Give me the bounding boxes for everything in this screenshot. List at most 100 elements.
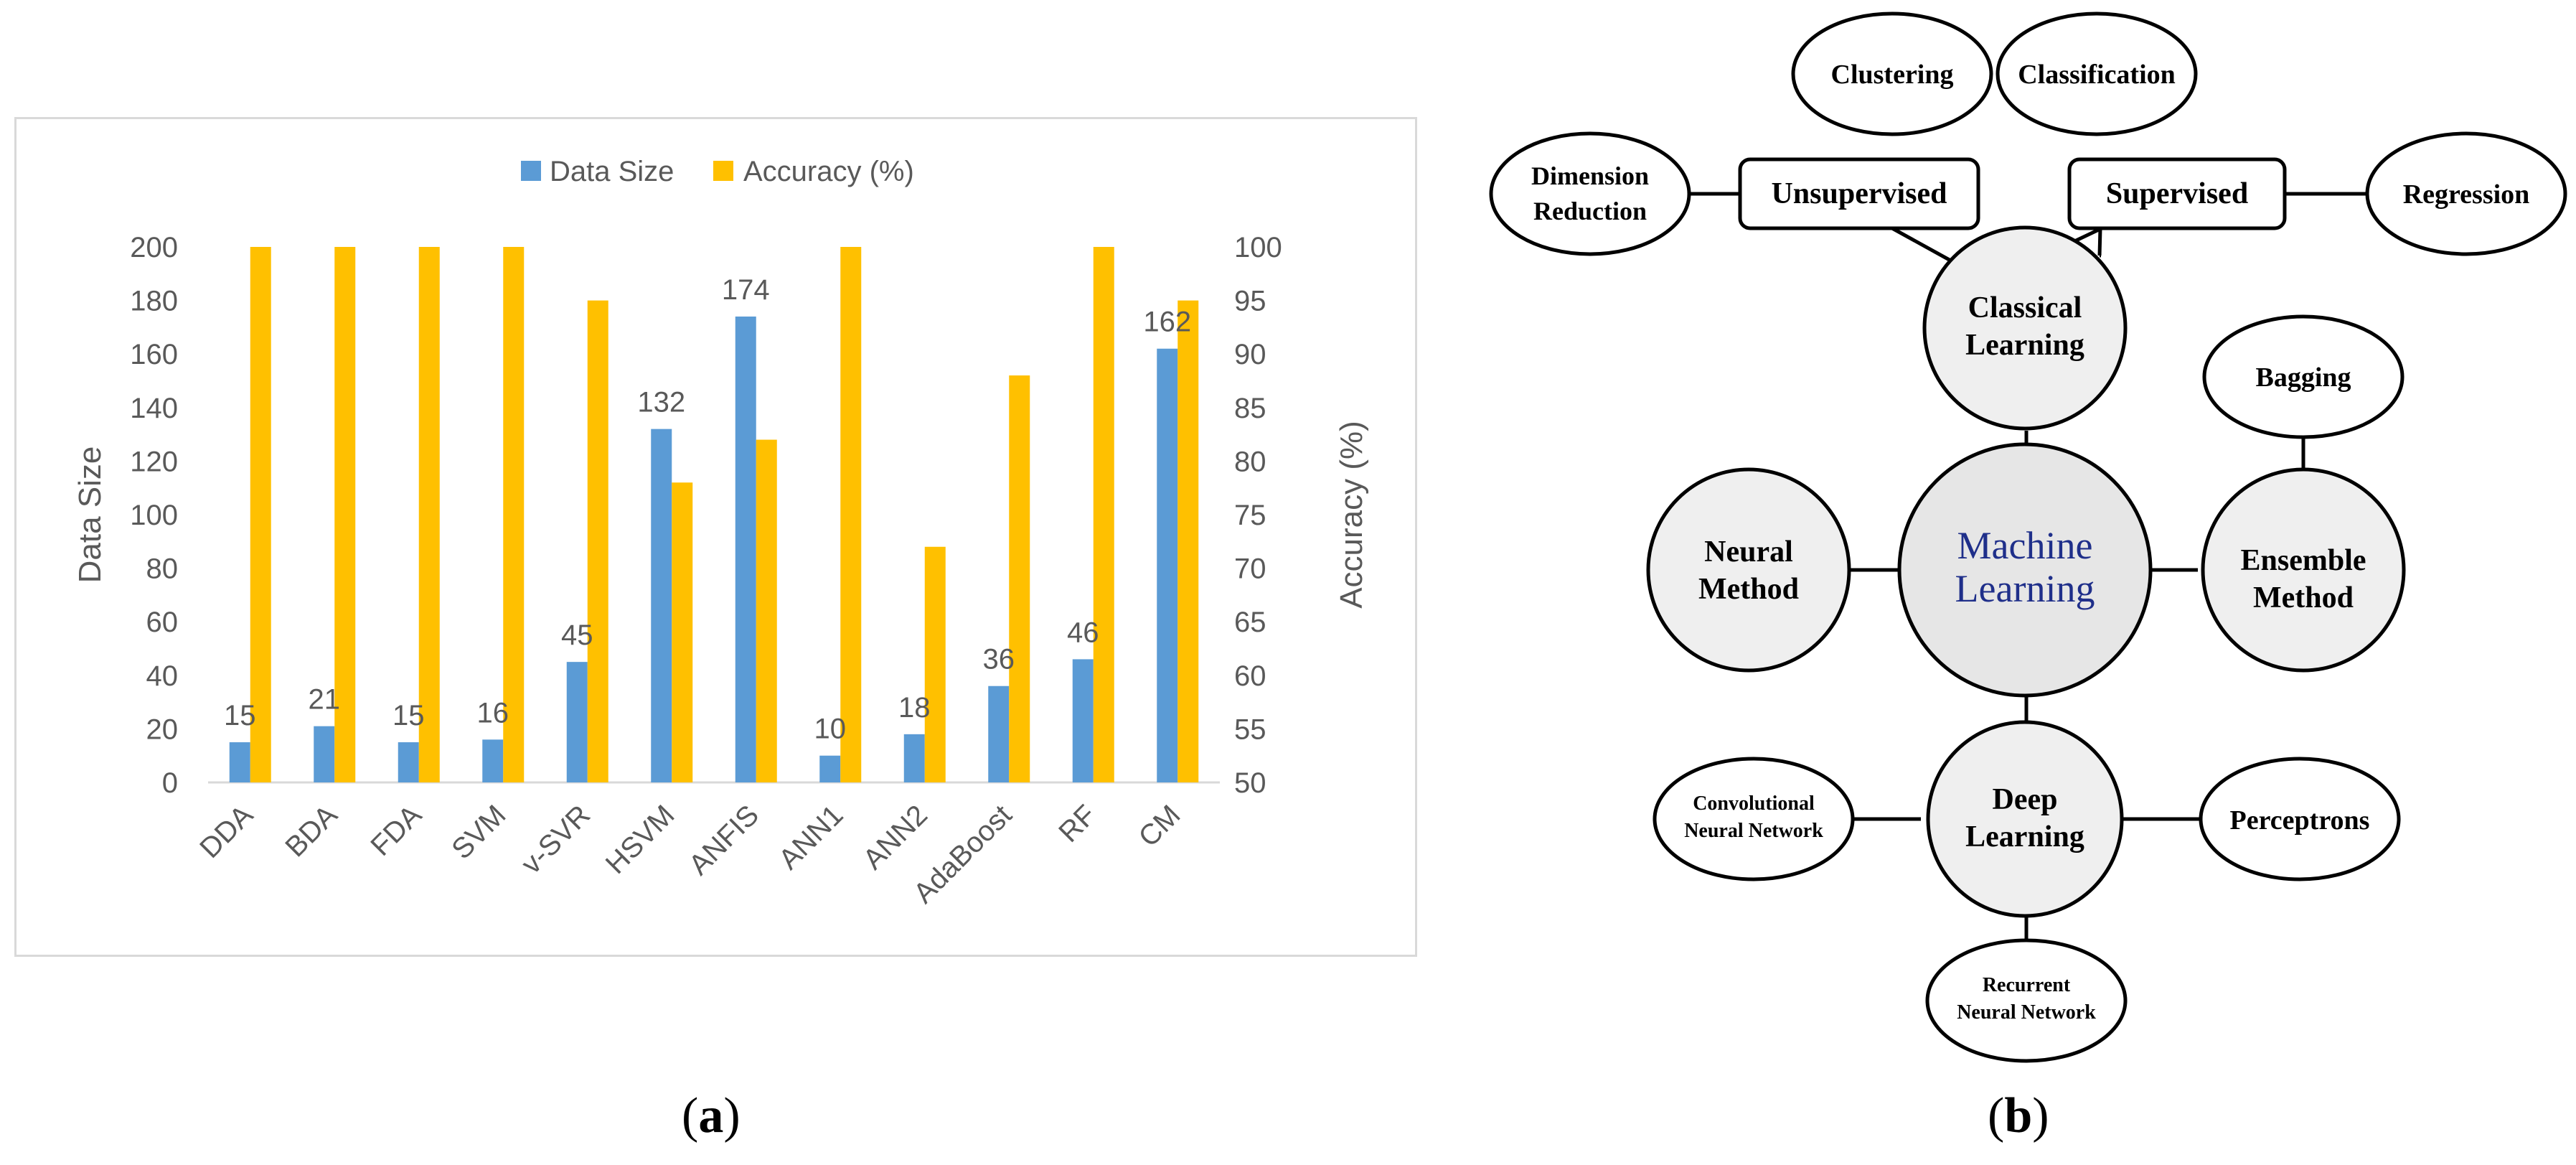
bar-data-size [735,316,756,783]
y2-tick-label: 55 [1234,713,1266,745]
bar-data-size [988,686,1010,782]
data-label: 132 [637,387,685,418]
data-label: 18 [898,692,931,724]
legend-label-accuracy: Accuracy (%) [743,156,914,187]
bar-data-size [1157,348,1178,782]
node-ensemble-label-2: Method [2253,581,2354,614]
y-axis-title: Data Size [72,446,108,584]
node-deep-label-2: Learning [1965,820,2084,853]
bar-data-size [819,755,841,782]
node-rnn: Recurrent Neural Network [1925,938,2128,1063]
y-tick-label: 160 [130,339,178,370]
node-regression: Regression [2365,131,2567,256]
node-cnn: Convolutional Neural Network [1653,757,1855,881]
node-perceptrons: Perceptrons [2199,757,2401,881]
bar-data-size [566,662,588,782]
y-tick-label: 20 [146,713,179,745]
node-unsupervised-label: Unsupervised [1771,177,1947,210]
y-tick-label: 40 [146,660,179,692]
node-supervised-label: Supervised [2106,177,2248,210]
y2-tick-label: 70 [1234,553,1266,585]
node-classical-label-1: Classical [1968,291,2082,324]
y2-tick-label: 60 [1234,660,1266,692]
bar-accuracy [1009,375,1030,782]
node-clustering-label: Clustering [1831,60,1954,90]
node-classification: Classification [1996,11,2198,136]
caption-a: (a) [682,1088,741,1143]
legend-swatch-data-size [521,161,541,181]
node-supervised: Supervised [2067,157,2287,230]
y-tick-label: 0 [162,767,178,799]
y-tick-label: 60 [146,607,179,638]
data-label: 45 [561,619,593,651]
data-label: 36 [983,644,1015,675]
bar-accuracy [756,439,777,782]
node-dimension-label-2: Reduction [1533,197,1647,225]
y-tick-label: 120 [130,446,178,477]
bar-accuracy [840,247,862,782]
node-neural-label-2: Method [1698,573,1799,606]
bar-data-size [482,739,504,782]
node-rnn-label-2: Neural Network [1957,1001,2096,1024]
caption-b: (b) [1988,1088,2049,1143]
node-regression-label: Regression [2403,179,2530,210]
node-ensemble-label-1: Ensemble [2240,544,2366,577]
data-label: 10 [814,713,847,745]
bar-accuracy [1093,247,1114,782]
bar-accuracy [334,247,356,782]
y2-tick-label: 85 [1234,393,1266,424]
node-ensemble-method: Ensemble Method [2201,467,2406,673]
bar-data-size [903,734,925,782]
center-label-1: Machine [1957,524,2093,567]
node-machine-learning: Machine Learning [1897,442,2153,698]
y-tick-label: 140 [130,393,178,424]
node-perceptrons-label: Perceptrons [2230,805,2370,836]
data-label: 46 [1067,617,1099,648]
bar-accuracy [1177,300,1199,783]
bar-data-size [651,429,672,782]
bar-accuracy [250,247,271,782]
y2-tick-label: 90 [1234,339,1266,370]
node-classical-learning: Classical Learning [1922,225,2128,431]
data-label: 16 [477,697,509,729]
data-label: 15 [224,700,256,731]
node-classical-label-2: Learning [1965,329,2084,362]
y2-tick-label: 75 [1234,500,1266,531]
y2-tick-label: 50 [1234,767,1266,799]
data-label: 15 [392,700,425,731]
node-cnn-label-2: Neural Network [1684,820,1823,842]
bar-accuracy [672,482,693,782]
node-clustering: Clustering [1791,11,1993,136]
y2-tick-label: 95 [1234,286,1266,317]
node-dimension-label-1: Dimension [1531,162,1649,190]
caption-b-letter: b [2004,1088,2033,1143]
y2-tick-label: 80 [1234,446,1266,477]
data-label: 162 [1143,307,1191,338]
y-tick-label: 80 [146,553,179,585]
legend-swatch-accuracy [713,161,733,181]
y2-tick-label: 100 [1234,232,1282,263]
node-cnn-label-1: Convolutional [1693,792,1815,815]
bar-data-size [314,726,335,782]
bar-accuracy [587,300,608,783]
node-unsupervised: Unsupervised [1738,157,1980,230]
node-dimension-reduction: Dimension Reduction [1489,131,1691,256]
y2-axis-title: Accuracy (%) [1334,421,1369,609]
center-label-2: Learning [1955,567,2095,610]
bar-accuracy [924,546,946,782]
bar-accuracy [418,247,440,782]
node-classification-label: Classification [2018,60,2176,90]
bar-data-size [398,742,419,782]
y-tick-label: 200 [130,232,178,263]
node-deep-label-1: Deep [1993,783,2058,816]
data-label: 174 [722,274,770,306]
node-neural-method: Neural Method [1646,467,1851,673]
node-bagging-label: Bagging [2255,362,2351,393]
data-label: 21 [309,684,341,716]
y-tick-label: 180 [130,286,178,317]
bar-accuracy [503,247,525,782]
node-bagging: Bagging [2202,314,2405,439]
bar-data-size [1072,659,1094,782]
